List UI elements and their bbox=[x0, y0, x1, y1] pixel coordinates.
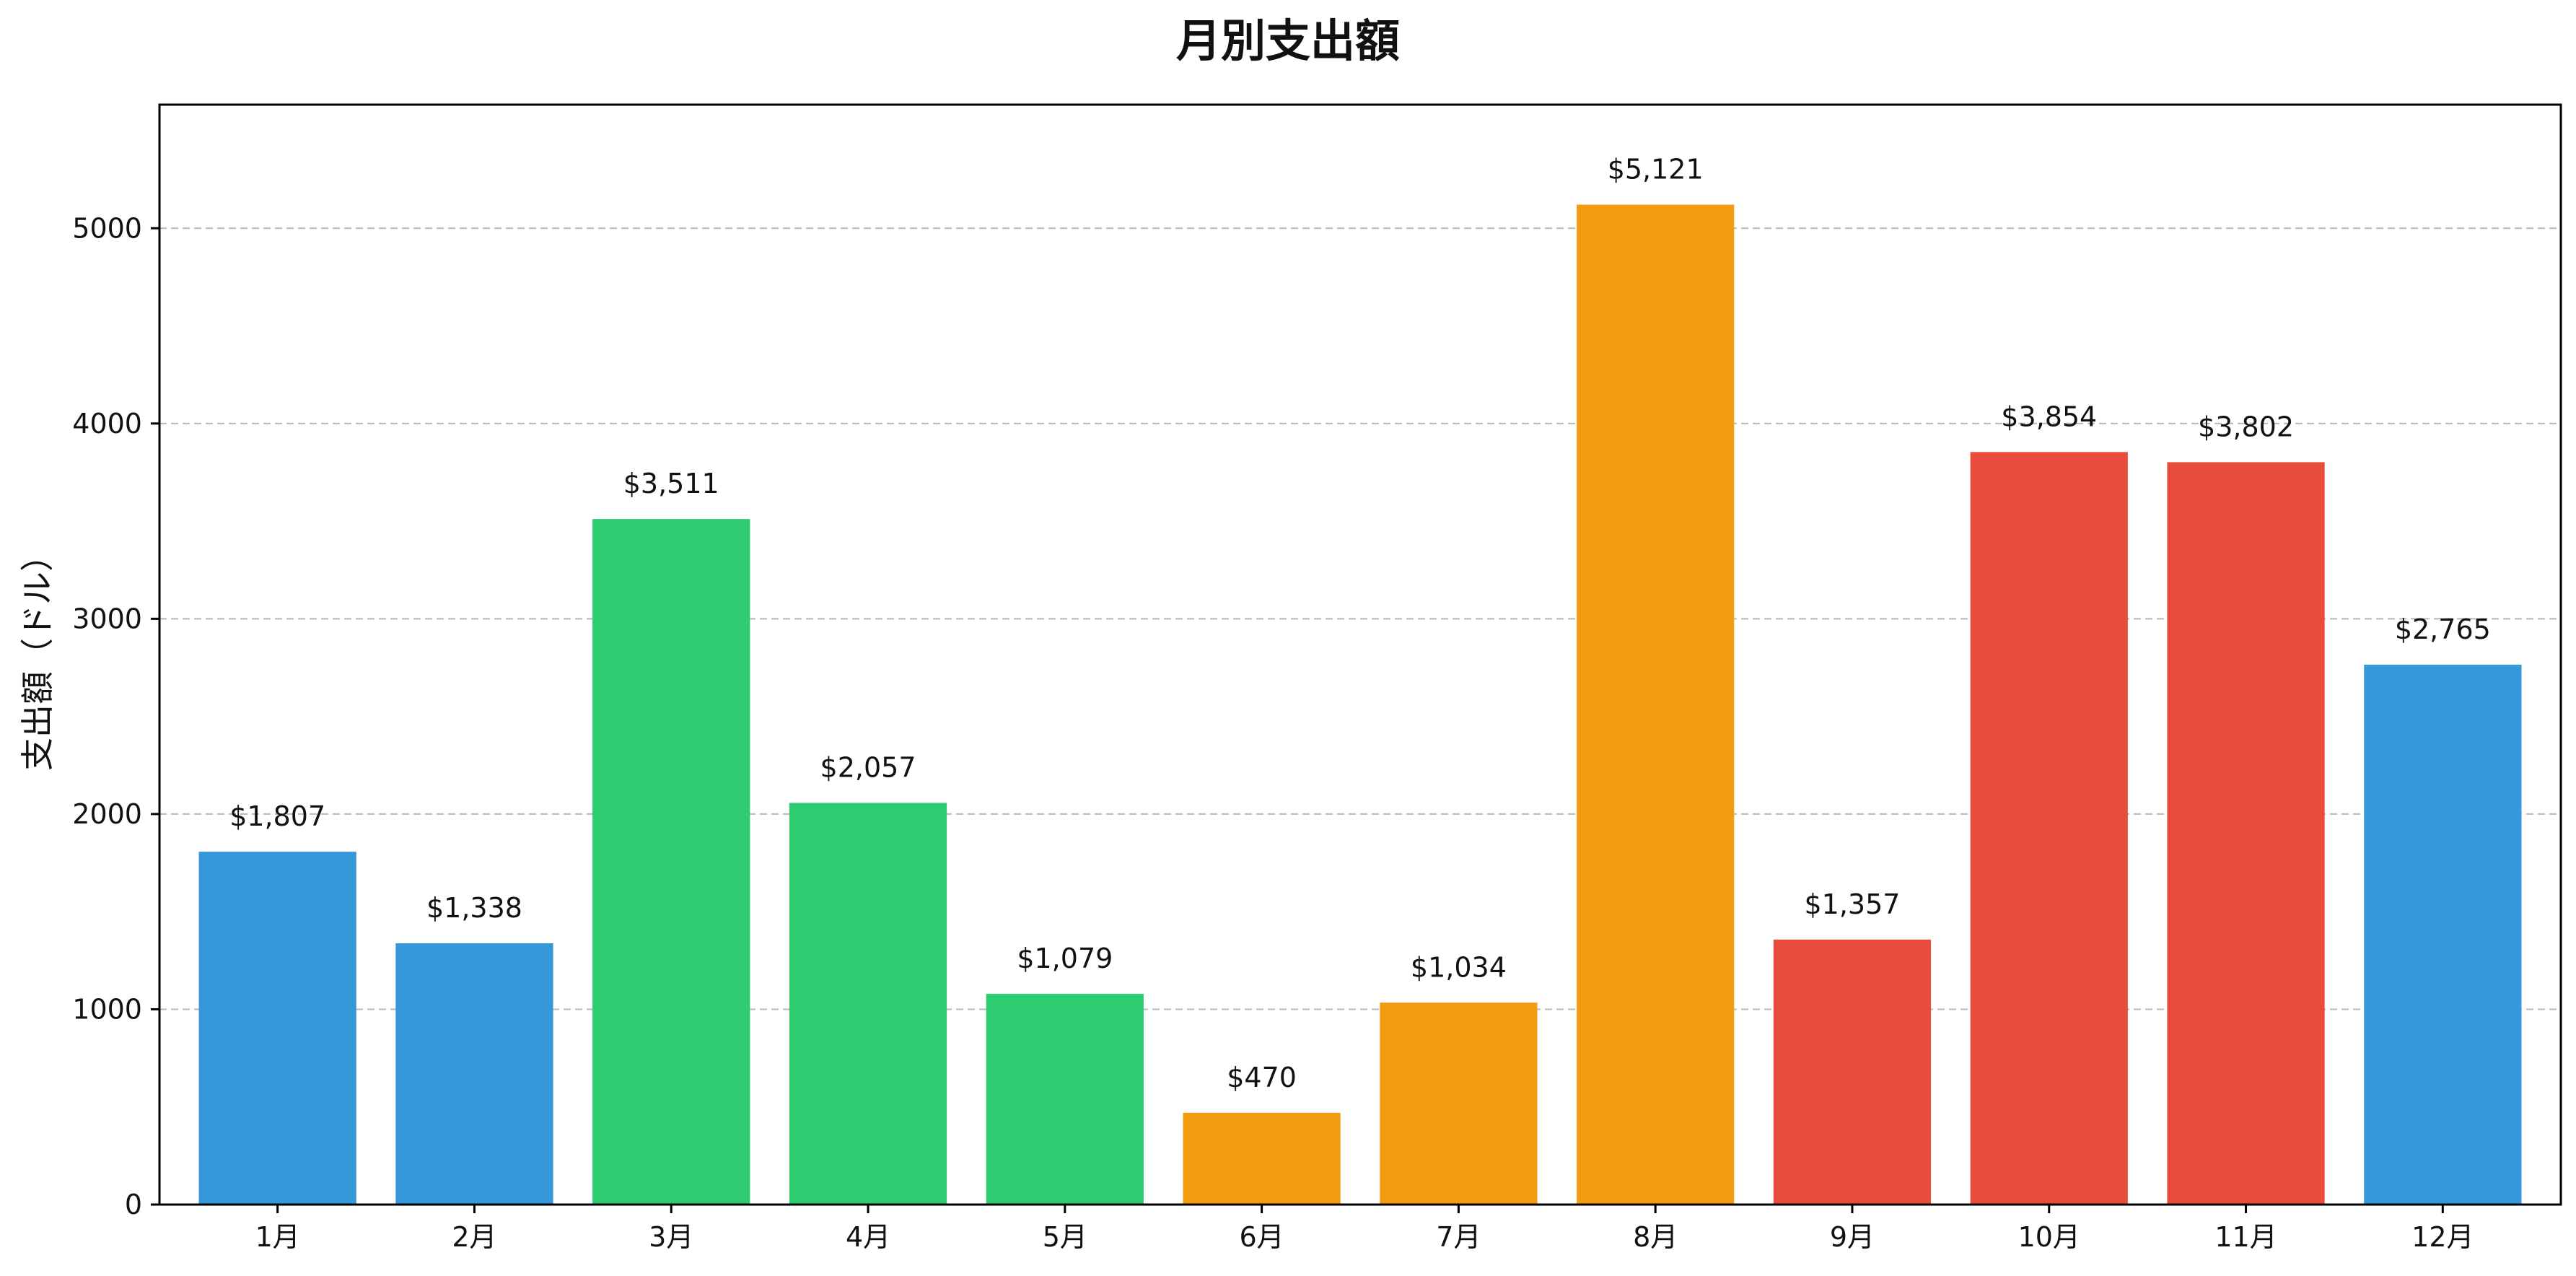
y-tick-label-4000: 4000 bbox=[72, 408, 142, 440]
bar-7 bbox=[1380, 1002, 1538, 1205]
data-label-7: $1,034 bbox=[1411, 951, 1507, 983]
data-label-3: $3,511 bbox=[623, 468, 719, 499]
x-tick-label-6: 6月 bbox=[1240, 1221, 1284, 1253]
data-label-10: $3,854 bbox=[2001, 401, 2097, 432]
chart-title: 月別支出額 bbox=[1176, 14, 1400, 67]
data-label-1: $1,807 bbox=[229, 800, 325, 832]
y-tick-label-2000: 2000 bbox=[72, 798, 142, 830]
y-tick-label-1000: 1000 bbox=[72, 993, 142, 1025]
bar-10 bbox=[1970, 452, 2128, 1205]
x-axis-ticks: 1月 2月 3月 4月 5月 6月 7月 8月 9月 10月 11月 12月 bbox=[255, 1205, 2474, 1253]
bar-3 bbox=[592, 519, 750, 1205]
y-axis-label: 支出額（ドル） bbox=[18, 538, 57, 771]
data-label-6: $470 bbox=[1227, 1062, 1297, 1093]
x-tick-label-7: 7月 bbox=[1436, 1221, 1481, 1253]
bar-6 bbox=[1183, 1112, 1341, 1205]
y-tick-label-3000: 3000 bbox=[72, 603, 142, 634]
bars bbox=[198, 204, 2522, 1205]
data-label-8: $5,121 bbox=[1608, 154, 1704, 185]
x-tick-label-12: 12月 bbox=[2411, 1221, 2474, 1253]
x-tick-label-5: 5月 bbox=[1043, 1221, 1087, 1253]
bar-2 bbox=[395, 943, 553, 1205]
x-tick-label-11: 11月 bbox=[2214, 1221, 2277, 1253]
bar-4 bbox=[789, 803, 947, 1205]
data-label-9: $1,357 bbox=[1804, 888, 1900, 920]
bar-5 bbox=[986, 994, 1144, 1205]
y-tick-label-0: 0 bbox=[125, 1189, 142, 1220]
bar-12 bbox=[2364, 664, 2522, 1205]
data-label-11: $3,802 bbox=[2198, 411, 2294, 442]
gridlines bbox=[159, 227, 2561, 1010]
y-tick-label-5000: 5000 bbox=[72, 212, 142, 244]
bar-1 bbox=[198, 852, 356, 1205]
x-tick-label-3: 3月 bbox=[649, 1221, 693, 1253]
x-tick-label-1: 1月 bbox=[255, 1221, 300, 1253]
bar-9 bbox=[1773, 939, 1932, 1205]
bar-8 bbox=[1577, 204, 1735, 1205]
x-tick-label-4: 4月 bbox=[846, 1221, 890, 1253]
data-label-2: $1,338 bbox=[426, 892, 522, 924]
bar-11 bbox=[2167, 462, 2325, 1205]
x-tick-label-2: 2月 bbox=[452, 1221, 496, 1253]
x-tick-label-8: 8月 bbox=[1633, 1221, 1678, 1253]
plot-frame bbox=[158, 103, 2562, 1206]
data-labels: $1,807 $1,338 $3,511 $2,057 $1,079 $470 $1,034… bbox=[229, 154, 2491, 1093]
data-label-12: $2,765 bbox=[2395, 613, 2491, 645]
y-axis-ticks: 0 1000 2000 3000 4000 5000 bbox=[72, 212, 159, 1220]
x-tick-label-10: 10月 bbox=[2018, 1221, 2080, 1253]
x-tick-label-9: 9月 bbox=[1830, 1221, 1875, 1253]
data-label-4: $2,057 bbox=[820, 751, 916, 783]
data-label-5: $1,079 bbox=[1017, 943, 1113, 974]
